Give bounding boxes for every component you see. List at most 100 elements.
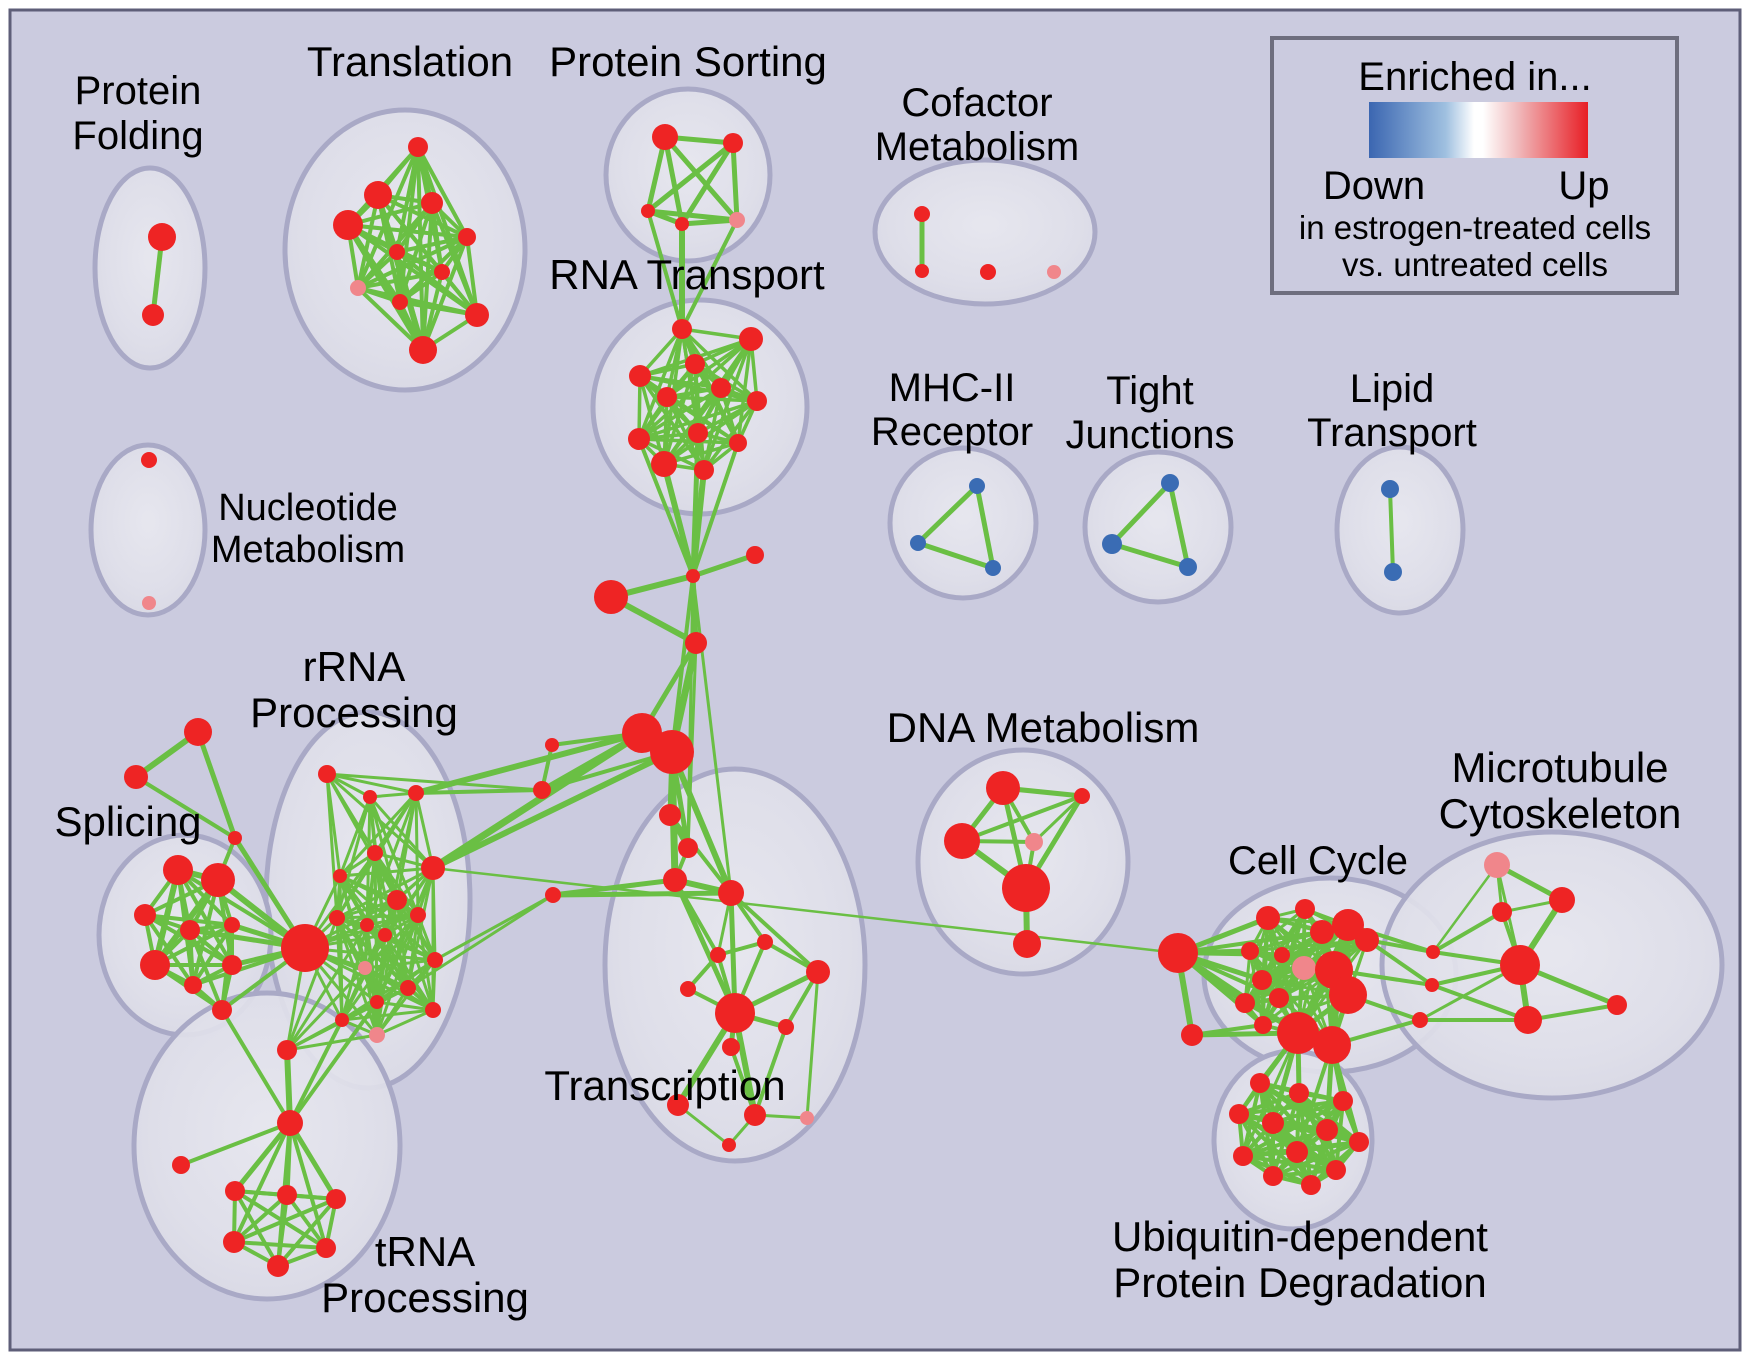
gene-set-node-q18[interactable] bbox=[277, 1040, 297, 1060]
gene-set-node-k3[interactable] bbox=[1500, 945, 1540, 985]
gene-set-node-s6[interactable] bbox=[180, 920, 200, 940]
gene-set-node-g8[interactable] bbox=[1274, 947, 1290, 963]
gene-set-node-h10[interactable] bbox=[1263, 1166, 1283, 1186]
gene-set-node-g10[interactable] bbox=[1252, 970, 1272, 990]
gene-set-node-g0[interactable] bbox=[1158, 933, 1198, 973]
gene-set-node-d1[interactable] bbox=[1074, 788, 1090, 804]
gene-set-node-h8[interactable] bbox=[1286, 1141, 1308, 1163]
gene-set-node-r0[interactable] bbox=[672, 319, 692, 339]
gene-set-node-t6[interactable] bbox=[434, 264, 450, 280]
gene-set-node-u5[interactable] bbox=[223, 1231, 245, 1253]
gene-set-node-s2[interactable] bbox=[228, 831, 242, 845]
gene-set-node-s11[interactable] bbox=[212, 1000, 232, 1020]
gene-set-node-w0[interactable] bbox=[545, 738, 559, 752]
gene-set-node-k1[interactable] bbox=[1549, 887, 1575, 913]
gene-set-node-t8[interactable] bbox=[392, 294, 408, 310]
gene-set-node-g2[interactable] bbox=[1256, 906, 1280, 930]
gene-set-node-u6[interactable] bbox=[316, 1238, 336, 1258]
gene-set-node-g14[interactable] bbox=[1235, 993, 1255, 1013]
gene-set-node-pf1[interactable] bbox=[142, 304, 164, 326]
gene-set-node-t10[interactable] bbox=[409, 336, 437, 364]
gene-set-node-q16[interactable] bbox=[335, 1013, 349, 1027]
gene-set-node-g1[interactable] bbox=[1181, 1024, 1203, 1046]
gene-set-node-v6[interactable] bbox=[806, 960, 830, 984]
gene-set-node-nm1[interactable] bbox=[142, 596, 156, 610]
gene-set-node-g17[interactable] bbox=[1313, 1026, 1351, 1064]
gene-set-node-h5[interactable] bbox=[1316, 1119, 1338, 1141]
gene-set-node-s4[interactable] bbox=[201, 863, 235, 897]
gene-set-node-u7[interactable] bbox=[267, 1255, 289, 1277]
gene-set-node-q11[interactable] bbox=[427, 952, 443, 968]
gene-set-node-d0[interactable] bbox=[986, 771, 1020, 805]
gene-set-node-s10[interactable] bbox=[222, 955, 242, 975]
gene-set-node-q10[interactable] bbox=[410, 907, 426, 923]
gene-set-node-v5[interactable] bbox=[710, 947, 726, 963]
gene-set-node-s1[interactable] bbox=[124, 765, 148, 789]
gene-set-node-q7[interactable] bbox=[329, 910, 345, 926]
gene-set-node-t5[interactable] bbox=[389, 244, 405, 260]
gene-set-node-nm0[interactable] bbox=[141, 452, 157, 468]
gene-set-node-cf0[interactable] bbox=[914, 206, 930, 222]
gene-set-node-q13[interactable] bbox=[400, 980, 416, 996]
gene-set-node-m0[interactable] bbox=[969, 478, 985, 494]
gene-set-node-u3[interactable] bbox=[277, 1185, 297, 1205]
gene-set-node-s5[interactable] bbox=[134, 904, 156, 926]
gene-set-node-m1[interactable] bbox=[910, 535, 926, 551]
gene-set-node-u1[interactable] bbox=[172, 1156, 190, 1174]
gene-set-node-ps0[interactable] bbox=[652, 124, 678, 150]
gene-set-node-pf0[interactable] bbox=[148, 223, 176, 251]
gene-set-node-q12[interactable] bbox=[358, 961, 372, 975]
gene-set-node-q9[interactable] bbox=[378, 928, 392, 942]
gene-set-node-q4[interactable] bbox=[421, 856, 445, 880]
gene-set-node-t1[interactable] bbox=[364, 181, 392, 209]
gene-set-node-h4[interactable] bbox=[1262, 1112, 1284, 1134]
gene-set-node-w1[interactable] bbox=[533, 781, 551, 799]
gene-set-node-v11[interactable] bbox=[667, 1094, 689, 1116]
gene-set-node-h0[interactable] bbox=[1250, 1073, 1270, 1093]
gene-set-node-h3[interactable] bbox=[1229, 1104, 1249, 1124]
gene-set-node-g12[interactable] bbox=[1329, 976, 1367, 1014]
gene-set-node-r2[interactable] bbox=[685, 354, 705, 374]
gene-set-node-b1[interactable] bbox=[1425, 978, 1439, 992]
gene-set-node-h6[interactable] bbox=[1349, 1132, 1369, 1152]
gene-set-node-q14[interactable] bbox=[370, 995, 384, 1009]
gene-set-node-t0[interactable] bbox=[408, 137, 428, 157]
gene-set-node-h1[interactable] bbox=[1289, 1083, 1309, 1103]
gene-set-node-ps1[interactable] bbox=[723, 133, 743, 153]
gene-set-node-ps4[interactable] bbox=[729, 212, 745, 228]
gene-set-node-x3[interactable] bbox=[685, 632, 707, 654]
gene-set-node-v9[interactable] bbox=[778, 1019, 794, 1035]
gene-set-node-v7[interactable] bbox=[680, 981, 696, 997]
gene-set-node-h9[interactable] bbox=[1326, 1160, 1346, 1180]
gene-set-node-g4[interactable] bbox=[1310, 920, 1334, 944]
gene-set-node-w2[interactable] bbox=[545, 887, 561, 903]
gene-set-node-t3[interactable] bbox=[333, 210, 363, 240]
gene-set-node-m2[interactable] bbox=[985, 560, 1001, 576]
gene-set-node-u0[interactable] bbox=[277, 1110, 303, 1136]
gene-set-node-r8[interactable] bbox=[688, 423, 708, 443]
gene-set-node-r10[interactable] bbox=[651, 451, 677, 477]
gene-set-node-lt1[interactable] bbox=[1384, 563, 1402, 581]
gene-set-node-ps3[interactable] bbox=[675, 217, 689, 231]
gene-set-node-t7[interactable] bbox=[350, 280, 366, 296]
gene-set-node-k0[interactable] bbox=[1484, 852, 1510, 878]
gene-set-node-k4[interactable] bbox=[1514, 1006, 1542, 1034]
gene-set-node-x0[interactable] bbox=[686, 569, 700, 583]
gene-set-node-d2[interactable] bbox=[944, 823, 980, 859]
gene-set-node-d3[interactable] bbox=[1025, 833, 1043, 851]
gene-set-node-q5[interactable] bbox=[333, 869, 347, 883]
gene-set-node-v10[interactable] bbox=[722, 1038, 740, 1056]
gene-set-node-s8[interactable] bbox=[140, 950, 170, 980]
gene-set-node-k5[interactable] bbox=[1607, 995, 1627, 1015]
gene-set-node-g9[interactable] bbox=[1292, 956, 1316, 980]
gene-set-node-v13[interactable] bbox=[800, 1111, 814, 1125]
gene-set-node-r5[interactable] bbox=[711, 378, 731, 398]
gene-set-node-tj2[interactable] bbox=[1179, 558, 1197, 576]
gene-set-node-r4[interactable] bbox=[657, 387, 677, 407]
gene-set-node-t4[interactable] bbox=[458, 228, 476, 246]
gene-set-node-tj0[interactable] bbox=[1161, 474, 1179, 492]
gene-set-node-d4[interactable] bbox=[1002, 864, 1050, 912]
gene-set-node-v1[interactable] bbox=[678, 838, 698, 858]
gene-set-node-g6[interactable] bbox=[1355, 928, 1379, 952]
gene-set-node-r6[interactable] bbox=[747, 391, 767, 411]
